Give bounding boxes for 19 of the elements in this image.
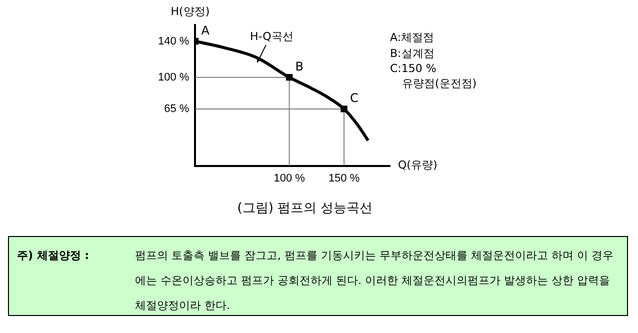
x-tick-label: 150 % [328, 172, 360, 184]
text: 주) 체절양정 : [17, 248, 90, 264]
y-tick-label: 100 % [158, 71, 190, 84]
annotation: C [350, 91, 358, 106]
annotation: B [295, 59, 304, 74]
annotation: H-Q곡선 [250, 29, 294, 44]
annotation: B:설계점 [390, 46, 434, 61]
point [286, 74, 293, 81]
point [340, 106, 348, 112]
y-tick-label: 65 % [164, 102, 190, 115]
text: 펌프의 토출측 밸브를 잠그고, 펌프를 기동시키는 무부하운전상태를 체절운전이라고 하며 이 경우에는 수온이상승하고 펌프가 공회전하게 된다. 이러한 체절운전시의펌프가 발생하는 상한 압력을 체절양정이라 한다. [135, 248, 614, 312]
text: 유량점(운전점) [402, 76, 477, 91]
text: (그림) 펌프의 성능곡선 [236, 200, 374, 217]
annotation: A:체절점 [390, 30, 434, 45]
y-tick-label: 140 % [158, 35, 190, 48]
y-axis-title: H(양정) [170, 4, 210, 18]
annotation: A [201, 23, 210, 38]
x-axis-title: Q(유량) [398, 158, 438, 172]
annotation: C:150 % [390, 62, 436, 75]
